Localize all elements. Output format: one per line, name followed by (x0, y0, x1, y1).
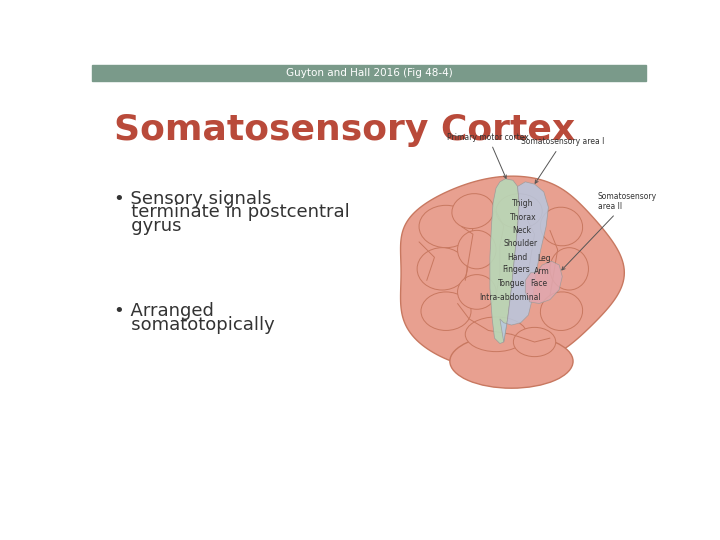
Text: Arm: Arm (534, 267, 550, 275)
Ellipse shape (496, 194, 542, 228)
Text: Face: Face (531, 279, 548, 288)
Ellipse shape (457, 231, 496, 269)
Text: Tongue: Tongue (498, 279, 525, 288)
Ellipse shape (421, 292, 471, 330)
Text: Somatosensory Cortex: Somatosensory Cortex (114, 113, 575, 147)
Ellipse shape (417, 248, 467, 290)
Text: Somatosensory area I: Somatosensory area I (521, 137, 604, 183)
Text: • Arranged: • Arranged (114, 302, 214, 320)
Ellipse shape (541, 292, 582, 330)
Text: Thigh: Thigh (512, 199, 534, 208)
Polygon shape (500, 182, 549, 342)
Ellipse shape (513, 327, 556, 356)
Ellipse shape (457, 275, 496, 309)
Text: Leg: Leg (537, 254, 551, 264)
Text: gyrus: gyrus (114, 217, 181, 235)
Polygon shape (526, 261, 562, 303)
Ellipse shape (541, 207, 582, 246)
Text: Guyton and Hall 2016 (Fig 48-4): Guyton and Hall 2016 (Fig 48-4) (286, 68, 452, 78)
Text: Hand: Hand (508, 253, 528, 262)
Text: • Sensory signals: • Sensory signals (114, 190, 271, 207)
Text: Shoulder: Shoulder (503, 239, 538, 248)
Text: somatotopically: somatotopically (114, 316, 275, 334)
Text: Primary motor cortex: Primary motor cortex (447, 133, 529, 178)
Polygon shape (490, 179, 519, 343)
Ellipse shape (452, 194, 494, 228)
Text: Fingers: Fingers (502, 265, 530, 274)
Text: Thorax: Thorax (510, 213, 536, 222)
Text: Intra-abdominal: Intra-abdominal (479, 293, 541, 302)
Ellipse shape (465, 317, 527, 352)
Text: Neck: Neck (512, 226, 531, 235)
Ellipse shape (450, 334, 573, 388)
Text: Somatosensory
area II: Somatosensory area II (562, 192, 657, 270)
Ellipse shape (419, 205, 473, 248)
Ellipse shape (550, 248, 588, 290)
Polygon shape (400, 176, 624, 369)
Bar (92, 65, 647, 81)
Text: terminate in postcentral: terminate in postcentral (114, 204, 350, 221)
